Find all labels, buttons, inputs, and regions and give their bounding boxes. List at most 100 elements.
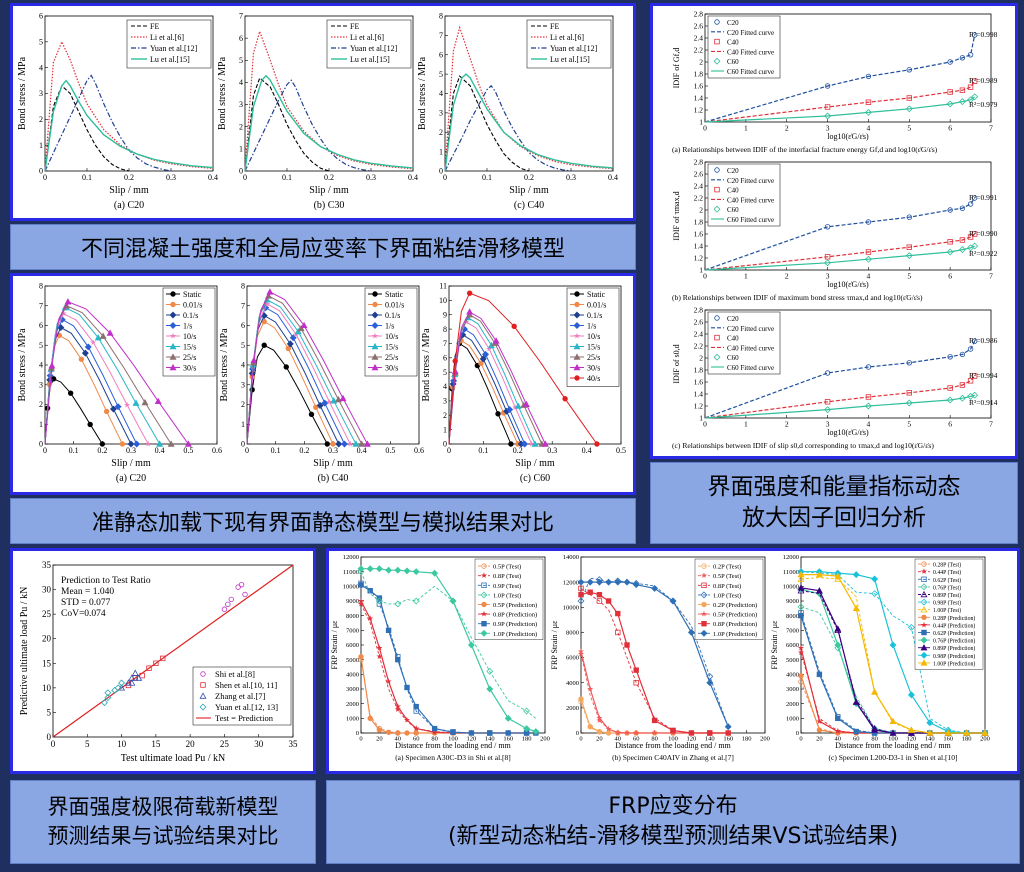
p2-legend-marker: [169, 342, 177, 350]
p5-prediction-point: ★: [413, 724, 420, 733]
p5-test-line: [800, 577, 985, 734]
p2-legend-label: 0.1/s: [587, 311, 602, 320]
p5-xtick-label: 60: [413, 736, 420, 743]
p3-fit-line: [704, 375, 976, 419]
p3-ytick-label: 1.4: [694, 390, 704, 399]
p2-point: [127, 440, 135, 448]
p5-test-point: [578, 585, 584, 592]
p2-xtick-label: 0.5: [183, 446, 193, 455]
caption-dynamic-models-text: 准静态加载下现有界面静态模型与模拟结果对比: [91, 511, 554, 536]
p2-legend-marker: [573, 322, 581, 329]
p4-point: [135, 674, 143, 681]
p3-r2-label: R²=0.989: [969, 76, 998, 85]
p1-ytick-label: 0: [239, 167, 243, 176]
p3-point: [959, 351, 966, 358]
p3-point: [958, 394, 966, 402]
p5-test-point: ★: [357, 599, 364, 608]
p4-legend-box: [192, 666, 292, 726]
p5-prediction-point: [394, 566, 402, 574]
p2-point: [109, 405, 117, 413]
p1-series-line: [244, 29, 414, 172]
p3-point: [967, 346, 974, 352]
p2-legend-label: 25/s: [385, 353, 398, 362]
p2-point: [452, 358, 458, 364]
p5-ytick-label: 6000: [346, 642, 359, 649]
p3-point: [865, 249, 872, 255]
p3-ytick-label: 2.4: [694, 34, 704, 43]
p5-prediction-point: [578, 592, 584, 598]
p2-legend-label: 15/s: [587, 343, 600, 352]
p2-subplot-caption: (b) C40: [318, 473, 349, 484]
p4-ytick-label: 20: [42, 634, 52, 644]
p2-series-line: [448, 292, 598, 445]
p3-fit-line: [704, 34, 976, 123]
p3-ytick-label: 1.8: [694, 366, 704, 375]
p5-prediction-point: ★: [614, 728, 621, 737]
p2-point: [506, 406, 514, 413]
p5-legend-label: 0.9P (Test): [493, 583, 521, 590]
p3-point: [967, 84, 974, 90]
p3-point: [947, 89, 953, 95]
p2-point: [321, 399, 329, 407]
p5-prediction-point: [395, 656, 401, 663]
p5-ytick-label: 6000: [786, 642, 799, 649]
p3-ylabel: IDIF of Gf,d: [672, 48, 681, 89]
p2-ytick-label: 5: [39, 341, 43, 350]
p5-prediction-point: [624, 642, 630, 648]
bond-models-chart: 0 0.1 0.2 0.3 0.4 0 1 2 3 4 5 6 Slip / mm (a) C20 Bond…: [17, 12, 618, 211]
p2-ytick-label: 8: [443, 325, 447, 334]
p3-r2-label: R²=0.986: [969, 336, 998, 345]
p2-point: [297, 324, 305, 332]
p2-ytick-label: 11: [439, 282, 447, 291]
p1-xtick-label: 0.2: [124, 173, 134, 182]
p3-legend-label: C40 Fitted curve: [727, 196, 774, 204]
p2-xtick-label: 0.6: [212, 446, 222, 455]
p5-ytick-label: 1000: [786, 716, 799, 723]
p5-prediction-point: [889, 641, 897, 649]
p1-ytick-label: 3: [439, 109, 443, 118]
p2-subplot-caption: (a) C20: [116, 473, 146, 484]
p5-xtick-label: 20: [376, 736, 383, 743]
p5-legend-label: 0.76P (Test): [933, 584, 961, 591]
p1-ytick-label: 1: [39, 141, 43, 150]
p3-ytick-label: 1.6: [694, 378, 704, 387]
p3-r2-label: R²=0.990: [969, 229, 998, 238]
p3-frame: [704, 309, 992, 419]
p5-prediction-point: ★: [376, 643, 383, 652]
p5-xtick-label: 20: [596, 736, 603, 743]
p5-legend-marker: [481, 601, 487, 608]
p3-point: [906, 360, 912, 366]
p3-legend-marker: [713, 205, 721, 213]
p2-legend-label: 1/s: [183, 322, 192, 331]
p3-point: [824, 254, 831, 260]
p5-prediction-point: ★: [834, 727, 841, 736]
p2-ytick-label: 3: [241, 380, 245, 389]
p5-legend-label: 0.28P (Test): [933, 562, 961, 569]
p5-test-point: ★: [394, 705, 401, 714]
p3-ytick-label: 1: [699, 118, 703, 127]
p3-point: [971, 242, 979, 250]
p3-legend-label: C60: [727, 58, 739, 66]
p3-xtick-label: 3: [826, 272, 830, 281]
p4-legend-marker: [200, 682, 206, 688]
p1-xlabel: Slip / mm: [309, 185, 349, 196]
p2-legend-marker: [574, 301, 580, 308]
p2-xtick-label: 0.1: [69, 446, 79, 455]
p2-ytick-label: 6: [241, 321, 245, 330]
p2-point: [313, 404, 319, 410]
p1-ytick-label: 7: [239, 12, 243, 21]
p5-ytick-label: 8000: [786, 613, 799, 620]
p3-ytick-label: 2.2: [694, 342, 704, 351]
p5-legend-marker: ★: [480, 610, 487, 619]
p3-fit-line: [704, 96, 976, 123]
p5-test-line: [580, 588, 729, 734]
p2-point: [308, 411, 315, 418]
p4-stats-text: Prediction to Test Ratio: [61, 576, 151, 586]
p2-point: [522, 400, 530, 408]
p3-xtick-label: 7: [989, 124, 993, 133]
caption-frp-line1: FRP应变分布: [608, 794, 738, 820]
p3-ytick-label: 2.6: [694, 318, 704, 327]
caption-ultimate-load: 界面强度极限荷载新模型 预测结果与试验结果对比: [10, 780, 316, 864]
p2-series-line: [448, 311, 546, 445]
p3-point: [947, 354, 953, 360]
